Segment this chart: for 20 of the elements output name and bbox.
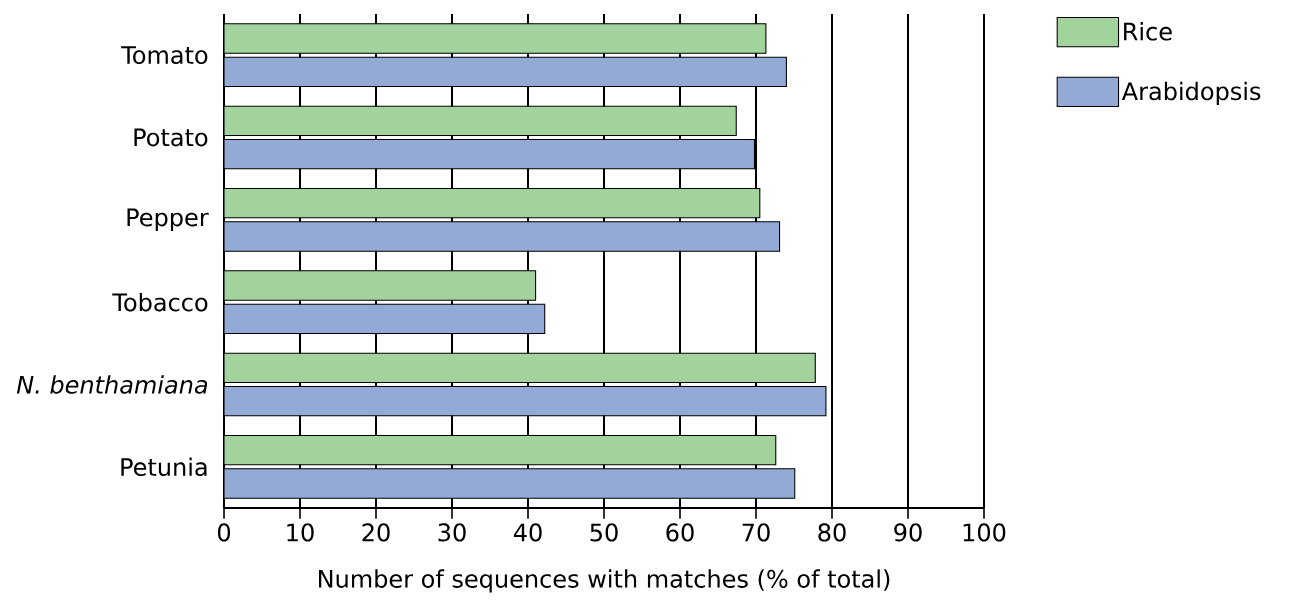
x-tick-label: 10 <box>287 523 314 542</box>
y-tick-label: Potato <box>134 128 208 147</box>
x-tick-label: 40 <box>513 523 542 542</box>
x-tick-label: 0 <box>217 523 231 542</box>
y-tick-label: Tobacco <box>112 292 208 312</box>
y-tick-label: Pepper <box>127 208 209 232</box>
x-tick-label: 100 <box>963 523 1006 542</box>
x-tick-label: 30 <box>438 523 466 542</box>
y-tick-label: N. benthamiana <box>16 375 208 394</box>
y-tick-label: Petunia <box>121 457 207 477</box>
legend-label: Rice <box>1124 22 1172 41</box>
y-tick-label: Tomato <box>121 46 208 65</box>
x-tick-label: 60 <box>666 523 694 542</box>
x-tick-label: 70 <box>742 523 770 542</box>
x-tick-label: 50 <box>590 523 618 542</box>
legend-label: Arabidopsis <box>1121 81 1261 105</box>
x-tick-label: 80 <box>818 523 846 542</box>
x-tick-label: 20 <box>362 523 390 542</box>
x-axis-title: Number of sequences with matches (% of total) <box>319 569 890 593</box>
x-tick-label: 90 <box>894 523 922 542</box>
